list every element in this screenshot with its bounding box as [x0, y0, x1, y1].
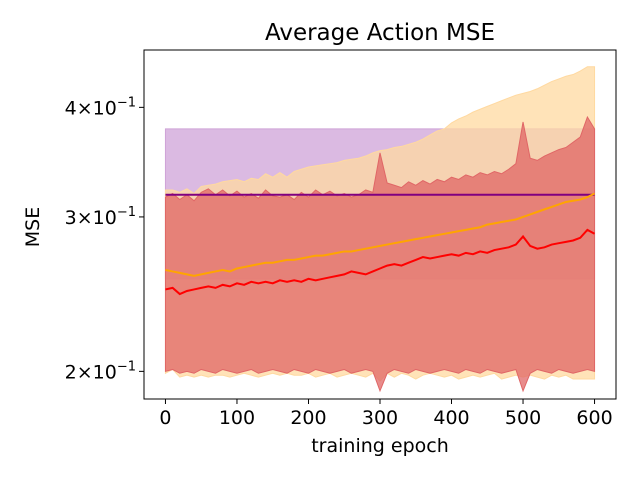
x-axis-ticks: 0 100 200 300 400 500 600 — [159, 399, 613, 429]
x-tick-label: 500 — [505, 407, 541, 429]
y-axis-ticks: 2×10−1 3×10−1 4×10−1 — [65, 95, 144, 383]
y-tick-label: 3×10−1 — [65, 205, 136, 229]
confidence-bands — [164, 66, 596, 393]
line-orange — [165, 192, 595, 277]
y-tick-label: 4×10−1 — [65, 95, 136, 119]
x-tick-label: 0 — [159, 407, 171, 429]
x-tick-label: 100 — [219, 407, 255, 429]
chart-title: Average Action MSE — [265, 20, 495, 46]
series-lines — [165, 192, 596, 296]
x-tick-label: 200 — [290, 407, 326, 429]
x-tick-label: 600 — [576, 407, 612, 429]
x-tick-label: 400 — [433, 407, 469, 429]
y-axis-label: MSE — [22, 207, 44, 247]
y-tick-label: 2×10−1 — [65, 359, 136, 383]
line-red — [165, 228, 596, 296]
x-tick-label: 300 — [362, 407, 398, 429]
x-axis-label: training epoch — [311, 435, 449, 457]
